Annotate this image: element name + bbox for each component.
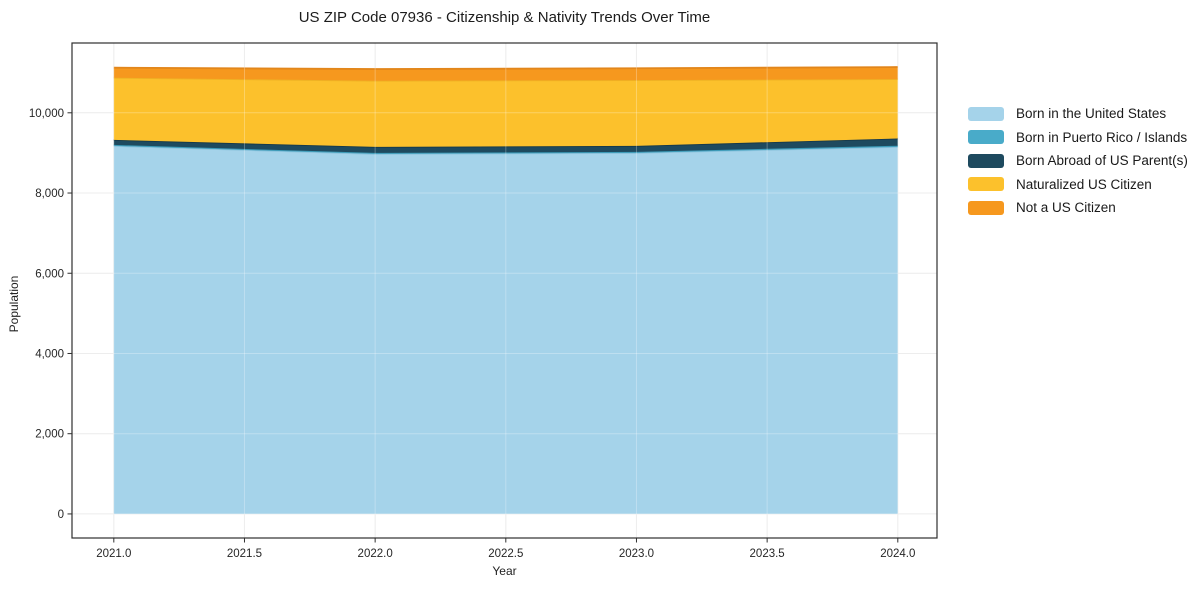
y-tick-label: 6,000 [35,268,64,280]
x-tick-label: 2022.5 [488,548,523,560]
legend-item-born-abroad: Born Abroad of US Parent(s) [968,153,1188,169]
y-tick-label: 4,000 [35,348,64,360]
legend-item-born-us: Born in the United States [968,106,1188,122]
legend-label: Naturalized US Citizen [1016,176,1152,192]
y-axis-label: Population [7,275,21,333]
legend-item-naturalized: Naturalized US Citizen [968,177,1188,193]
legend-swatch [968,130,1004,145]
area-edge-born-us [113,144,898,155]
legend-label: Born Abroad of US Parent(s) [1016,153,1188,169]
legend-swatch [968,153,1004,168]
area-not-citizen [113,67,898,81]
y-tick-label: 10,000 [29,108,64,120]
chart-title: US ZIP Code 07936 - Citizenship & Nativi… [298,9,711,26]
x-tick-label: 2021.0 [96,548,131,560]
legend: Born in the United States Born in Puerto… [962,102,1189,220]
x-tick-label: 2022.0 [358,548,393,560]
x-tick-label: 2021.5 [227,548,262,560]
legend-label: Not a US Citizen [1016,200,1116,216]
x-tick-label: 2024.0 [880,548,915,560]
legend-swatch [968,200,1004,215]
legend-swatch [968,106,1004,121]
area-naturalized [113,77,898,147]
legend-swatch [968,177,1004,192]
y-tick-label: 0 [58,509,64,521]
area-born-us [113,145,898,514]
x-tick-label: 2023.5 [750,548,785,560]
legend-label: Born in the United States [1016,106,1167,122]
legend-item-born-pr: Born in Puerto Rico / Islands [968,130,1188,146]
legend-label: Born in Puerto Rico / Islands [1016,129,1188,145]
axes-frame [71,42,938,539]
area-born-abroad [113,138,898,153]
area-edge-not-citizen [113,66,898,70]
y-tick-label: 2,000 [35,429,64,441]
x-axis-label: Year [492,564,517,578]
legend-item-not-citizen: Not a US Citizen [968,200,1188,216]
y-tick-label: 8,000 [35,188,64,200]
x-tick-label: 2023.0 [619,548,654,560]
